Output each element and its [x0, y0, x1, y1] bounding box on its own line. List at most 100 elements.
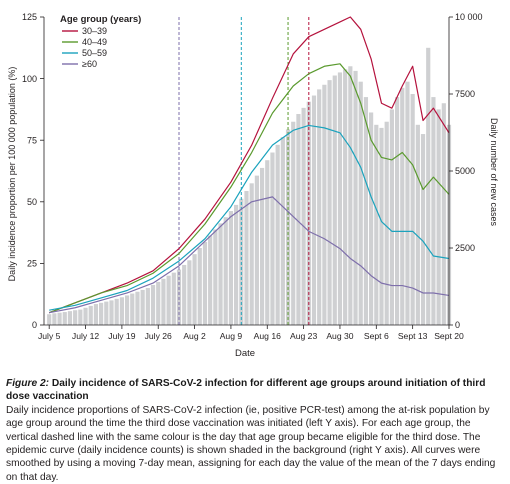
case-bar [379, 127, 384, 325]
legend-entry: ≥60 [82, 59, 97, 69]
case-bar [104, 301, 109, 325]
x-tick-label: Aug 9 [220, 331, 243, 341]
caption-body: Daily incidence proportions of SARS-CoV-… [6, 404, 496, 483]
case-bar [202, 241, 208, 325]
caption-title-text: Daily incidence of SARS-CoV-2 infection … [6, 378, 486, 403]
y2-tick-label: 5000 [455, 166, 475, 176]
case-bar [156, 281, 161, 325]
y-tick-label: 50 [27, 197, 37, 207]
case-bar [62, 312, 67, 325]
axes: 0 25 50 75 100 125 0 2500 5000 7500 10 000 July 5 Ju… [22, 12, 483, 341]
x-tick-label: Sept 20 [434, 331, 464, 341]
case-bar [67, 311, 73, 325]
y2-axis-label: Daily number of new cases [489, 118, 499, 227]
series-line [48, 63, 450, 314]
case-bar [389, 109, 394, 326]
case-bar [171, 272, 176, 325]
y-tick-label: 75 [27, 135, 37, 145]
case-bar [249, 183, 254, 325]
case-bar [348, 66, 353, 325]
case-bar [420, 134, 426, 325]
caption-title: Figure 2: Daily incidence of SARS-CoV-2 … [6, 377, 504, 404]
case-bar [223, 217, 228, 325]
case-bar [124, 295, 130, 325]
case-bar [322, 84, 327, 325]
case-bar [405, 81, 410, 326]
case-bar [119, 297, 124, 325]
y-tick-label: 125 [22, 12, 37, 22]
case-bar [208, 235, 213, 325]
case-bar [213, 229, 218, 325]
case-bar [400, 87, 405, 325]
x-tick-label: Aug 30 [326, 331, 353, 341]
x-tick-label: Aug 2 [183, 331, 206, 341]
case-bar [73, 310, 78, 325]
y-axis-label: Daily incidence proportion per 100 000 p… [7, 67, 17, 282]
case-bar [145, 288, 150, 325]
legend-entry: 30–39 [82, 26, 107, 36]
case-bar [52, 313, 57, 325]
case-bar [280, 137, 285, 325]
case-bar [83, 307, 88, 325]
x-tick-label: Aug 23 [290, 331, 317, 341]
case-bar [135, 291, 140, 325]
legend-entry: 50–59 [82, 48, 107, 58]
case-bar [166, 275, 171, 325]
incidence-chart: 0 25 50 75 100 125 0 2500 5000 7500 10 000 July 5 Ju… [7, 12, 499, 359]
case-bar [296, 114, 301, 326]
case-bar [187, 260, 192, 325]
case-bar [337, 72, 343, 325]
eligibility-lines [178, 17, 310, 325]
x-tick-label: Aug 16 [254, 331, 281, 341]
case-bar [93, 304, 99, 325]
case-bar [78, 309, 83, 325]
y-tick-label: 100 [22, 74, 37, 84]
case-bar [353, 70, 358, 326]
case-bar [394, 97, 400, 325]
case-bar [114, 298, 119, 325]
case-bar [343, 69, 348, 325]
y2-tick-label: 10 000 [455, 12, 483, 22]
case-bar [317, 89, 322, 325]
series-line [49, 124, 450, 311]
case-bar [291, 121, 296, 325]
x-tick-label: July 19 [108, 331, 135, 341]
series-line [48, 16, 450, 314]
case-bar [218, 223, 223, 325]
case-bar [374, 124, 379, 325]
case-bars [47, 47, 452, 326]
case-bar [197, 248, 202, 325]
case-bar [192, 254, 197, 325]
case-bar [228, 211, 234, 325]
case-bar [369, 112, 374, 325]
case-bar [140, 289, 145, 325]
x-tick-label: July 5 [38, 331, 61, 341]
x-tick-label: July 12 [72, 331, 99, 341]
x-tick-label: Sept 6 [364, 331, 389, 341]
case-bar [301, 107, 306, 325]
case-bar [311, 95, 317, 325]
case-bar [410, 94, 415, 325]
y2-tick-label: 7500 [455, 89, 475, 99]
case-bar [150, 284, 156, 325]
case-bar [130, 293, 135, 325]
case-bar [426, 47, 431, 326]
y2-tick-label: 0 [455, 320, 460, 330]
case-bar [254, 175, 259, 325]
x-axis-label: Date [235, 348, 255, 359]
x-tick-label: July 26 [145, 331, 172, 341]
case-bar [384, 121, 389, 325]
case-bar [57, 312, 62, 325]
case-bar [47, 314, 52, 325]
case-bar [234, 204, 239, 325]
series-lines [48, 16, 450, 314]
caption-figure-label: Figure 2: [6, 378, 50, 389]
case-bar [415, 124, 420, 325]
case-bar [182, 264, 187, 325]
case-bar [436, 109, 441, 326]
case-bar [441, 103, 446, 326]
case-bar [109, 300, 114, 325]
case-bar [275, 144, 280, 325]
case-bar [431, 97, 436, 325]
